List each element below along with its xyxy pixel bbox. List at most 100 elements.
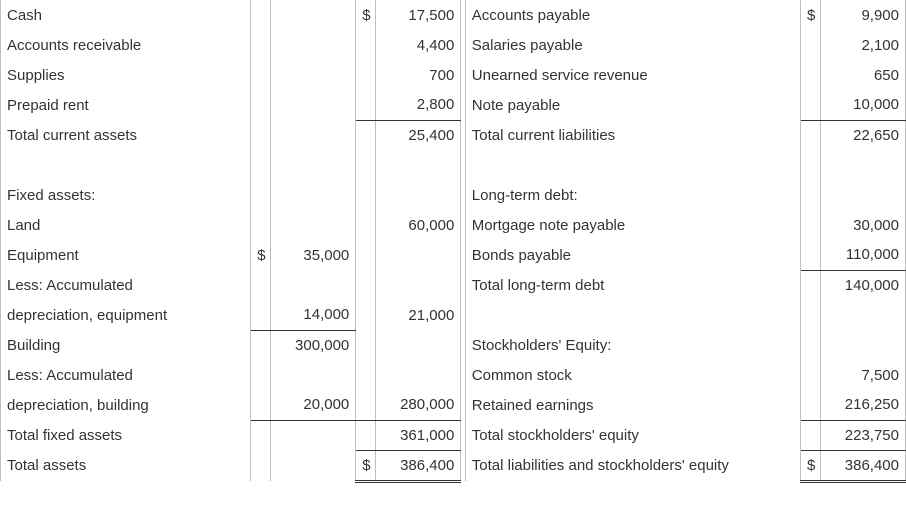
currency-symbol: [800, 420, 820, 450]
currency-symbol: [251, 210, 271, 240]
right-value: [821, 300, 906, 330]
table-row: depreciation, equipment 14,000 21,000: [1, 300, 906, 330]
right-value: 7,500: [821, 360, 906, 390]
currency-symbol: [800, 300, 820, 330]
right-label: Retained earnings: [465, 390, 800, 420]
right-value: 30,000: [821, 210, 906, 240]
left-label: Prepaid rent: [1, 90, 251, 120]
right-value: 650: [821, 60, 906, 90]
currency-symbol: [800, 90, 820, 120]
left-col1-value: 14,000: [271, 300, 356, 330]
right-value: 2,100: [821, 30, 906, 60]
left-label: Total assets: [1, 450, 251, 481]
left-label: Building: [1, 330, 251, 360]
left-label: Fixed assets:: [1, 180, 251, 210]
currency-symbol: [356, 240, 376, 270]
table-row: Total assets$386,400Total liabilities an…: [1, 450, 906, 481]
right-label: Note payable: [465, 90, 800, 120]
left-label: Equipment: [1, 240, 251, 270]
table-row: Supplies 700Unearned service revenue 650: [1, 60, 906, 90]
table-row: Land60,000Mortgage note payable30,000: [1, 210, 906, 240]
currency-symbol: [356, 300, 376, 330]
currency-symbol: [251, 90, 271, 120]
currency-symbol: [356, 210, 376, 240]
left-col2-value: [376, 240, 461, 270]
left-col2-value: 386,400: [376, 450, 461, 481]
left-label: Supplies: [1, 60, 251, 90]
right-label: Mortgage note payable: [465, 210, 800, 240]
table-row: Prepaid rent 2,800Note payable 10,000: [1, 90, 906, 120]
currency-symbol: [800, 60, 820, 90]
right-label: Unearned service revenue: [465, 60, 800, 90]
left-col1-value: [271, 0, 356, 30]
left-label: depreciation, building: [1, 390, 251, 420]
left-col2-value: 361,000: [376, 420, 461, 450]
currency-symbol: [356, 90, 376, 120]
table-row: Accounts receivable4,400Salaries payable…: [1, 30, 906, 60]
left-col1-value: [271, 30, 356, 60]
right-label: Total current liabilities: [465, 120, 800, 150]
table-row: Less: AccumulatedTotal long-term debt140…: [1, 270, 906, 300]
right-value: 9,900: [821, 0, 906, 30]
currency-symbol: [356, 390, 376, 420]
left-col2-value: 700: [376, 60, 461, 90]
right-label: Stockholders' Equity:: [465, 330, 800, 360]
currency-symbol: [356, 30, 376, 60]
currency-symbol: [800, 210, 820, 240]
currency-symbol: [251, 180, 271, 210]
right-label: Bonds payable: [465, 240, 800, 270]
right-label: Common stock: [465, 360, 800, 390]
currency-symbol: $: [251, 240, 271, 270]
table-row: Total fixed assets 361,000Total stockhold…: [1, 420, 906, 450]
right-value: 140,000: [821, 270, 906, 300]
right-label: Salaries payable: [465, 30, 800, 60]
right-value: 10,000: [821, 90, 906, 120]
currency-symbol: [251, 330, 271, 360]
right-value: [821, 180, 906, 210]
left-col1-value: [271, 210, 356, 240]
currency-symbol: [356, 360, 376, 390]
table-row: Less: Accumulated Common stock 7,500: [1, 360, 906, 390]
right-value: 110,000: [821, 240, 906, 270]
table-row: Fixed assets:Long-term debt:: [1, 180, 906, 210]
left-col1-value: [271, 60, 356, 90]
left-label: Total fixed assets: [1, 420, 251, 450]
currency-symbol: [251, 300, 271, 330]
currency-symbol: [251, 420, 271, 450]
currency-symbol: [800, 30, 820, 60]
left-col2-value: 17,500: [376, 0, 461, 30]
left-col1-value: [271, 270, 356, 300]
currency-symbol: [356, 330, 376, 360]
left-label: depreciation, equipment: [1, 300, 251, 330]
left-label: Less: Accumulated: [1, 360, 251, 390]
left-col1-value: [271, 360, 356, 390]
right-label: Total stockholders' equity: [465, 420, 800, 450]
left-col2-value: 280,000: [376, 390, 461, 420]
right-label: [465, 300, 800, 330]
right-label: Total long-term debt: [465, 270, 800, 300]
currency-symbol: $: [356, 450, 376, 481]
left-label: Cash: [1, 0, 251, 30]
left-col2-value: 21,000: [376, 300, 461, 330]
currency-symbol: [251, 120, 271, 150]
currency-symbol: [251, 390, 271, 420]
table-row: Cash$17,500Accounts payable$9,900: [1, 0, 906, 30]
right-value: 216,250: [821, 390, 906, 420]
table-row: Equipment$35,000 Bonds payable 110,000: [1, 240, 906, 270]
table-row: [1, 150, 906, 180]
currency-symbol: [251, 450, 271, 481]
left-label: Land: [1, 210, 251, 240]
table-row: depreciation, building20,000280,000Retai…: [1, 390, 906, 420]
currency-symbol: [356, 120, 376, 150]
currency-symbol: $: [800, 450, 820, 481]
currency-symbol: [251, 360, 271, 390]
left-col1-value: 35,000: [271, 240, 356, 270]
left-col1-value: [271, 90, 356, 120]
left-col2-value: [376, 180, 461, 210]
left-col2-value: 2,800: [376, 90, 461, 120]
currency-symbol: [800, 390, 820, 420]
currency-symbol: [251, 30, 271, 60]
left-col1-value: 300,000: [271, 330, 356, 360]
currency-symbol: [251, 0, 271, 30]
currency-symbol: [800, 270, 820, 300]
